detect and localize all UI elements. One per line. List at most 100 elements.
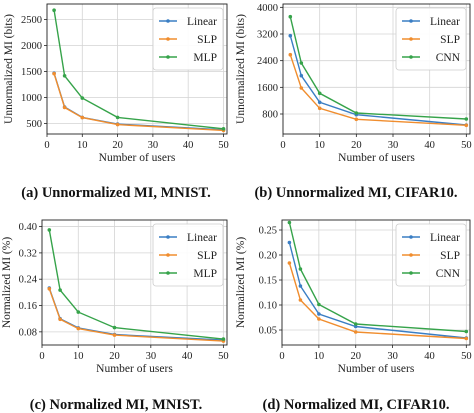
- x-tick-label: 20: [350, 351, 361, 362]
- data-point-cnn-50: [464, 329, 469, 334]
- legend-label-linear: Linear: [430, 16, 460, 28]
- data-point-cnn-50: [464, 117, 469, 121]
- y-tick-label: 0.25: [259, 226, 277, 237]
- data-point-cnn-10: [317, 302, 321, 307]
- y-axis-label: Normalized MI (%): [1, 237, 13, 328]
- data-point-cnn-20: [353, 322, 358, 326]
- data-point-mlp-5: [58, 288, 62, 292]
- legend: Linear SLP CNN: [395, 7, 467, 71]
- series-line-linear: [53, 72, 224, 131]
- chart-panel-4: 0 10 20 30 40 50 0.05 0.10 0.15 0.20 0.25 Number of…: [235, 219, 472, 413]
- legend-label-linear: Linear: [187, 16, 217, 28]
- legend-marker-slp: [166, 37, 170, 41]
- legend: Linear SLP MLP: [152, 223, 224, 287]
- data-point-slp-5: [62, 105, 67, 110]
- data-point-slp-20: [115, 122, 120, 127]
- legend-marker-linear: [166, 19, 170, 23]
- data-point-slp-10: [317, 106, 322, 111]
- y-tick-label: 4000: [257, 3, 278, 14]
- panel-caption: (b) Unnormalized MI, CIFAR10.: [254, 185, 457, 201]
- panel-caption: (d) Normalized MI, CIFAR10.: [263, 397, 450, 413]
- x-tick-label: 50: [218, 351, 229, 362]
- legend-marker-slp: [409, 37, 413, 41]
- y-tick-label: 0.05: [259, 326, 277, 337]
- y-tick-label: 2000: [21, 41, 42, 52]
- y-tick-label: 0.15: [259, 276, 277, 287]
- plot-frame: [46, 3, 228, 135]
- y-tick-label: 0.10: [259, 301, 277, 312]
- data-point-slp-5: [299, 86, 304, 90]
- y-tick-label: 0.32: [19, 248, 37, 259]
- legend-marker-linear: [409, 19, 413, 23]
- x-tick-label: 0: [279, 351, 284, 362]
- x-axis-label: Number of users: [338, 363, 415, 375]
- data-point-slp-2: [287, 261, 292, 265]
- data-point-linear-10: [317, 312, 321, 316]
- data-point-cnn-2: [288, 14, 293, 19]
- data-point-linear-5: [299, 73, 304, 78]
- y-tick-label: 3200: [257, 30, 278, 41]
- legend-label-slp: SLP: [440, 34, 460, 46]
- legend-marker-slp: [166, 253, 170, 257]
- legend-box: [152, 223, 224, 287]
- x-tick-label: 10: [77, 140, 88, 151]
- y-axis-label: Unnormalized MI (bits): [235, 14, 247, 124]
- x-tick-label: 30: [146, 351, 157, 362]
- x-tick-label: 10: [314, 140, 325, 151]
- legend-label-slp: SLP: [440, 250, 460, 262]
- legend: Linear SLP CNN: [395, 223, 467, 287]
- y-tick-label: 1600: [257, 83, 278, 94]
- data-point-slp-5: [298, 298, 303, 302]
- series-line-slp: [53, 73, 224, 132]
- data-point-linear-10: [317, 100, 322, 105]
- x-tick-label: 20: [109, 351, 120, 362]
- x-tick-label: 10: [314, 351, 325, 362]
- legend-label-slp: SLP: [197, 250, 217, 262]
- data-point-slp-10: [317, 317, 321, 321]
- plot-frame: [282, 3, 471, 135]
- data-point-mlp-2: [52, 8, 56, 12]
- x-axis-label: Number of users: [96, 363, 173, 375]
- data-point-mlp-50: [221, 127, 226, 131]
- data-point-slp-2: [52, 71, 56, 76]
- y-tick-label: 1000: [21, 93, 42, 104]
- legend: Linear SLP MLP: [152, 7, 224, 71]
- data-point-slp-50: [464, 336, 469, 341]
- x-tick-label: 30: [387, 351, 398, 362]
- y-tick-label: 0.16: [19, 301, 37, 312]
- y-axis-label: Unnormalized MI (bits): [3, 14, 15, 124]
- x-tick-label: 10: [73, 351, 84, 362]
- panel-caption: (a) Unnormalized MI, MNIST.: [21, 185, 210, 201]
- y-tick-label: 1500: [21, 67, 42, 78]
- legend-label-linear: Linear: [187, 232, 217, 244]
- x-axis-label: Number of users: [338, 152, 415, 164]
- x-tick-label: 30: [388, 140, 399, 151]
- data-point-slp-20: [112, 333, 117, 337]
- legend-box: [395, 7, 467, 71]
- x-tick-label: 40: [183, 140, 194, 151]
- y-tick-label: 2400: [257, 56, 278, 67]
- x-tick-label: 30: [148, 140, 159, 151]
- data-point-slp-2: [47, 287, 52, 291]
- y-tick-label: 500: [26, 119, 42, 130]
- series-line-slp: [48, 288, 224, 342]
- y-tick-label: 0.08: [19, 327, 37, 338]
- y-axis-label: Normalized MI (%): [235, 237, 247, 328]
- x-tick-label: 50: [461, 351, 472, 362]
- x-tick-label: 20: [112, 140, 123, 151]
- chart-panel-3: 0 10 20 30 40 50 0.08 0.16 0.24 0.32 0.40 Number of…: [1, 219, 229, 413]
- legend-marker-linear: [166, 235, 170, 239]
- data-point-slp-20: [353, 330, 358, 334]
- legend-marker-linear: [409, 235, 413, 239]
- legend-marker-slp: [409, 253, 413, 257]
- data-point-mlp-10: [76, 310, 81, 314]
- data-point-slp-20: [354, 117, 359, 122]
- series-line-linear: [48, 287, 224, 341]
- legend-box: [395, 223, 467, 287]
- x-tick-label: 50: [461, 140, 472, 151]
- x-tick-label: 40: [182, 351, 193, 362]
- legend-label-slp: SLP: [197, 34, 217, 46]
- data-point-linear-20: [353, 324, 358, 329]
- legend-marker-mlp: [166, 55, 170, 59]
